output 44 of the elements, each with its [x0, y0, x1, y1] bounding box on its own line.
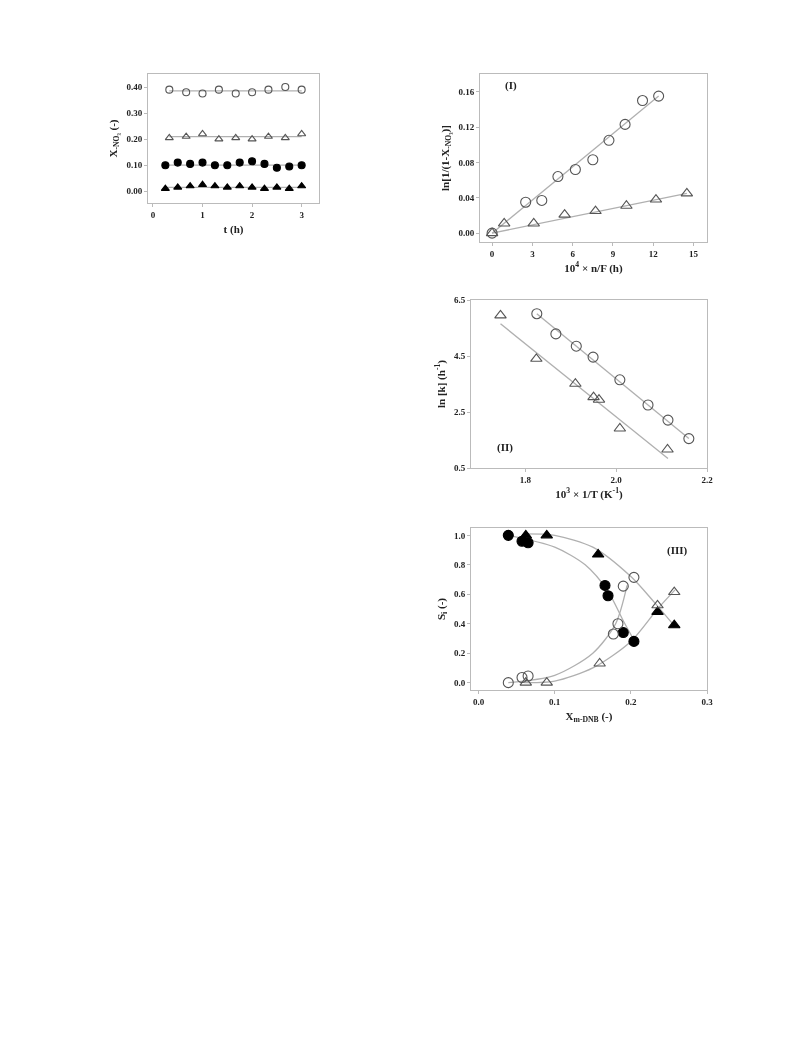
y-tick-label: 4.5	[453, 351, 466, 362]
y-tick-label: 0.4	[453, 618, 466, 629]
x-tick-label: 2.2	[701, 474, 714, 485]
x-tick-label: 0.0	[472, 696, 485, 707]
x-tick-label: 0.1	[549, 696, 561, 707]
x-tick-label: 9	[610, 248, 616, 259]
y-tick-label: 0.00	[126, 186, 143, 197]
x-axis-title: 10$^{4}$ × n/F (h)	[564, 260, 623, 275]
x-tick-label: 1.8	[519, 474, 532, 485]
y-tick-label: 0.08	[458, 157, 475, 168]
y-tick-label: 0.8	[453, 559, 466, 570]
y-tick-label: 0.6	[453, 589, 466, 600]
y-tick-label: 0.0	[453, 677, 466, 688]
x-axis-title: 10$^{3}$ × 1/T (K$^{-1}$)	[555, 486, 624, 501]
y-tick-label: 0.40	[126, 82, 143, 93]
y-tick-label: 0.04	[458, 192, 475, 203]
y-tick-label: 0.10	[126, 160, 143, 171]
y-tick-label: 0.16	[458, 86, 475, 97]
x-axis-title: X$_{m-DNB}$ (-)	[565, 710, 613, 725]
x-tick-label: 6	[570, 248, 576, 259]
x-tick-label: 15	[689, 248, 699, 259]
y-tick-label: 0.30	[126, 108, 143, 119]
y-tick-label: 0.2	[453, 648, 466, 659]
y-tick-label: 0.00	[458, 228, 475, 239]
y-tick-label: 0.12	[458, 122, 475, 133]
x-tick-label: 12	[648, 248, 659, 259]
y-tick-label: 0.5	[453, 463, 466, 474]
y-tick-label: 6.5	[453, 295, 466, 306]
x-tick-label: 0.3	[701, 696, 714, 707]
x-tick-label: 0.2	[625, 696, 637, 707]
y-tick-label: 0.20	[126, 134, 143, 145]
x-axis-title: t (h)	[223, 223, 244, 236]
x-tick-label: 0	[489, 248, 495, 259]
x-tick-label: 3	[530, 248, 536, 259]
y-tick-label: 1.0	[453, 530, 466, 541]
x-tick-label: 3	[299, 209, 305, 220]
x-tick-label: 2.0	[610, 474, 623, 485]
x-tick-label: 0	[150, 209, 156, 220]
x-tick-label: 2	[249, 209, 255, 220]
x-tick-label: 1	[200, 209, 206, 220]
y-tick-label: 2.5	[453, 407, 466, 418]
annotation: (I)	[505, 79, 517, 92]
annotation: (III)	[667, 544, 688, 557]
annotation: (II)	[497, 441, 514, 454]
